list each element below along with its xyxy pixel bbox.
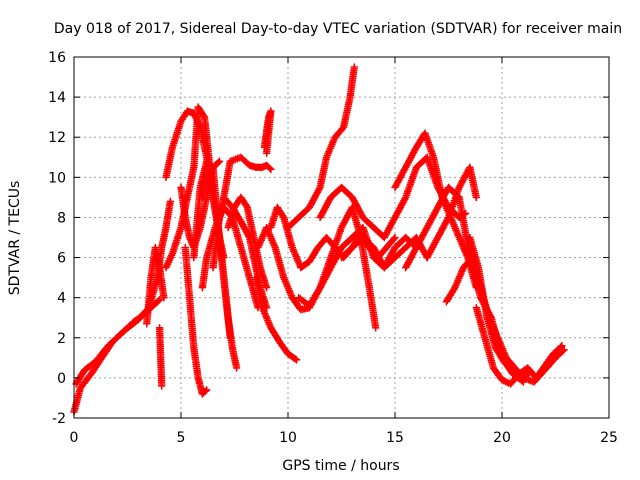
x-tick-label: 25 bbox=[600, 430, 618, 446]
y-tick-label: 0 bbox=[57, 371, 66, 387]
chart-title: Day 018 of 2017, Sidereal Day-to-day VTE… bbox=[54, 21, 622, 37]
series-trace-12 bbox=[220, 153, 275, 202]
series-trace-11 bbox=[198, 203, 262, 312]
y-axis-label: SDTVAR / TECUs bbox=[7, 181, 23, 296]
x-axis-label: GPS time / hours bbox=[282, 458, 399, 474]
x-tick-label: 15 bbox=[386, 430, 404, 446]
series-trace-04 bbox=[143, 243, 168, 328]
y-tick-label: 16 bbox=[48, 50, 66, 66]
y-tick-label: 12 bbox=[48, 130, 66, 146]
plot-frame bbox=[73, 56, 610, 419]
series-trace-15 bbox=[252, 273, 301, 364]
y-tick-label: 6 bbox=[57, 251, 66, 267]
series-trace-28 bbox=[466, 233, 534, 382]
x-tick-label: 5 bbox=[177, 430, 186, 446]
series-trace-16 bbox=[260, 107, 275, 158]
series-trace-08 bbox=[181, 243, 211, 398]
x-tick-label: 20 bbox=[493, 430, 511, 446]
series-trace-25 bbox=[423, 163, 481, 262]
y-tick-label: 10 bbox=[48, 170, 66, 186]
y-tick-label: 8 bbox=[57, 210, 66, 226]
series-layer bbox=[70, 63, 568, 416]
x-tick-label: 10 bbox=[279, 430, 297, 446]
y-tick-label: 2 bbox=[57, 331, 66, 347]
y-tick-label: 4 bbox=[57, 291, 66, 307]
y-tick-label: -2 bbox=[52, 411, 66, 427]
series-trace-13 bbox=[198, 157, 224, 202]
series-trace-03 bbox=[155, 324, 166, 390]
series-trace-19 bbox=[284, 63, 359, 232]
y-tick-label: 14 bbox=[48, 90, 66, 106]
x-tick-label: 0 bbox=[70, 430, 79, 446]
series-trace-27 bbox=[472, 303, 566, 388]
